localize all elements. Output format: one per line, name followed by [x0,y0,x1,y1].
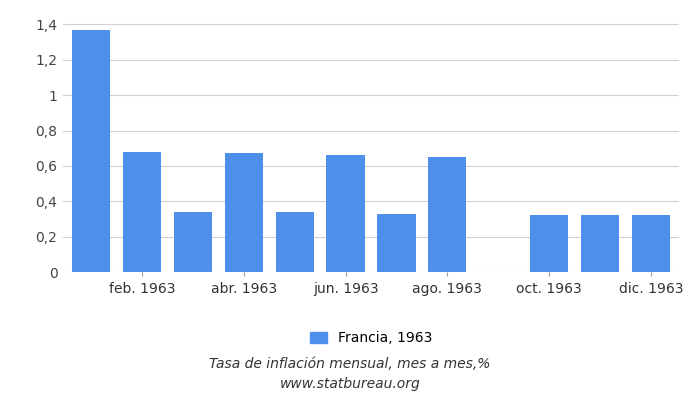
Bar [377,214,416,272]
Bar [276,212,314,272]
Bar [225,154,262,272]
Text: Tasa de inflación mensual, mes a mes,%: Tasa de inflación mensual, mes a mes,% [209,357,491,371]
Bar [326,155,365,272]
Bar [122,152,161,272]
Text: www.statbureau.org: www.statbureau.org [279,377,421,391]
Legend: Francia, 1963: Francia, 1963 [304,326,438,351]
Bar [428,157,466,272]
Bar [581,216,620,272]
Bar [174,212,212,272]
Bar [530,216,568,272]
Bar [72,30,110,272]
Bar [632,216,670,272]
